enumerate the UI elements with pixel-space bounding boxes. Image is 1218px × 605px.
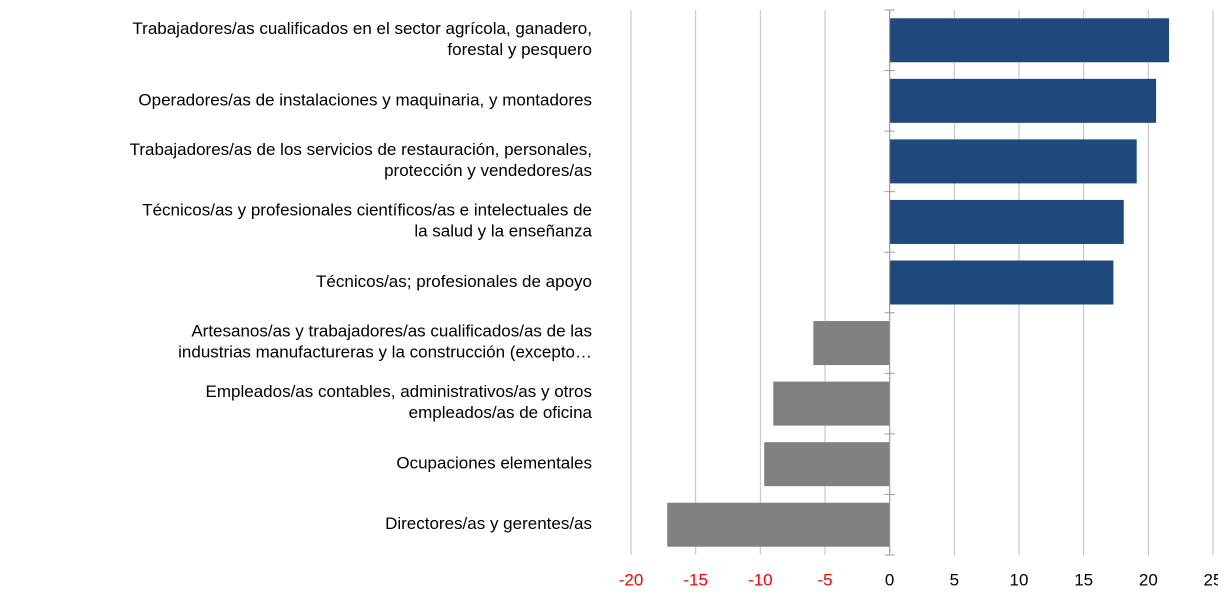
bar (773, 381, 890, 426)
bar (889, 18, 1170, 63)
y-tick-label: Empleados/as contables, administrativos/… (206, 383, 593, 423)
x-tick-label: -5 (817, 570, 832, 589)
x-tick-label: -15 (683, 570, 708, 589)
y-tick-label: Técnicos/as y profesionales científicos/… (142, 201, 592, 241)
bar (889, 139, 1137, 184)
y-tick-label: Trabajadores/as de los servicios de rest… (130, 140, 592, 180)
x-tick-label: 20 (1139, 570, 1158, 589)
bar (764, 442, 890, 487)
y-tick-label: Artesanos/as y trabajadores/as cualifica… (178, 322, 592, 362)
x-tick-label: 25 (1204, 570, 1218, 589)
x-tick-label: 10 (1010, 570, 1029, 589)
bar (813, 321, 890, 366)
x-tick-label: 0 (885, 570, 894, 589)
bar (667, 502, 890, 547)
y-tick-label: Ocupaciones elementales (396, 454, 592, 473)
x-tick-label: -10 (748, 570, 773, 589)
bar (889, 78, 1157, 123)
x-tick-label: 15 (1074, 570, 1093, 589)
bar (889, 260, 1114, 305)
y-tick-label: Directores/as y gerentes/as (385, 514, 592, 533)
x-tick-label: -20 (619, 570, 644, 589)
bar (889, 199, 1124, 244)
y-tick-label: Técnicos/as; profesionales de apoyo (316, 272, 592, 291)
y-tick-label: Trabajadores/as cualificados en el secto… (132, 19, 592, 59)
x-tick-label: 5 (950, 570, 959, 589)
y-tick-label: Operadores/as de instalaciones y maquina… (138, 90, 592, 109)
